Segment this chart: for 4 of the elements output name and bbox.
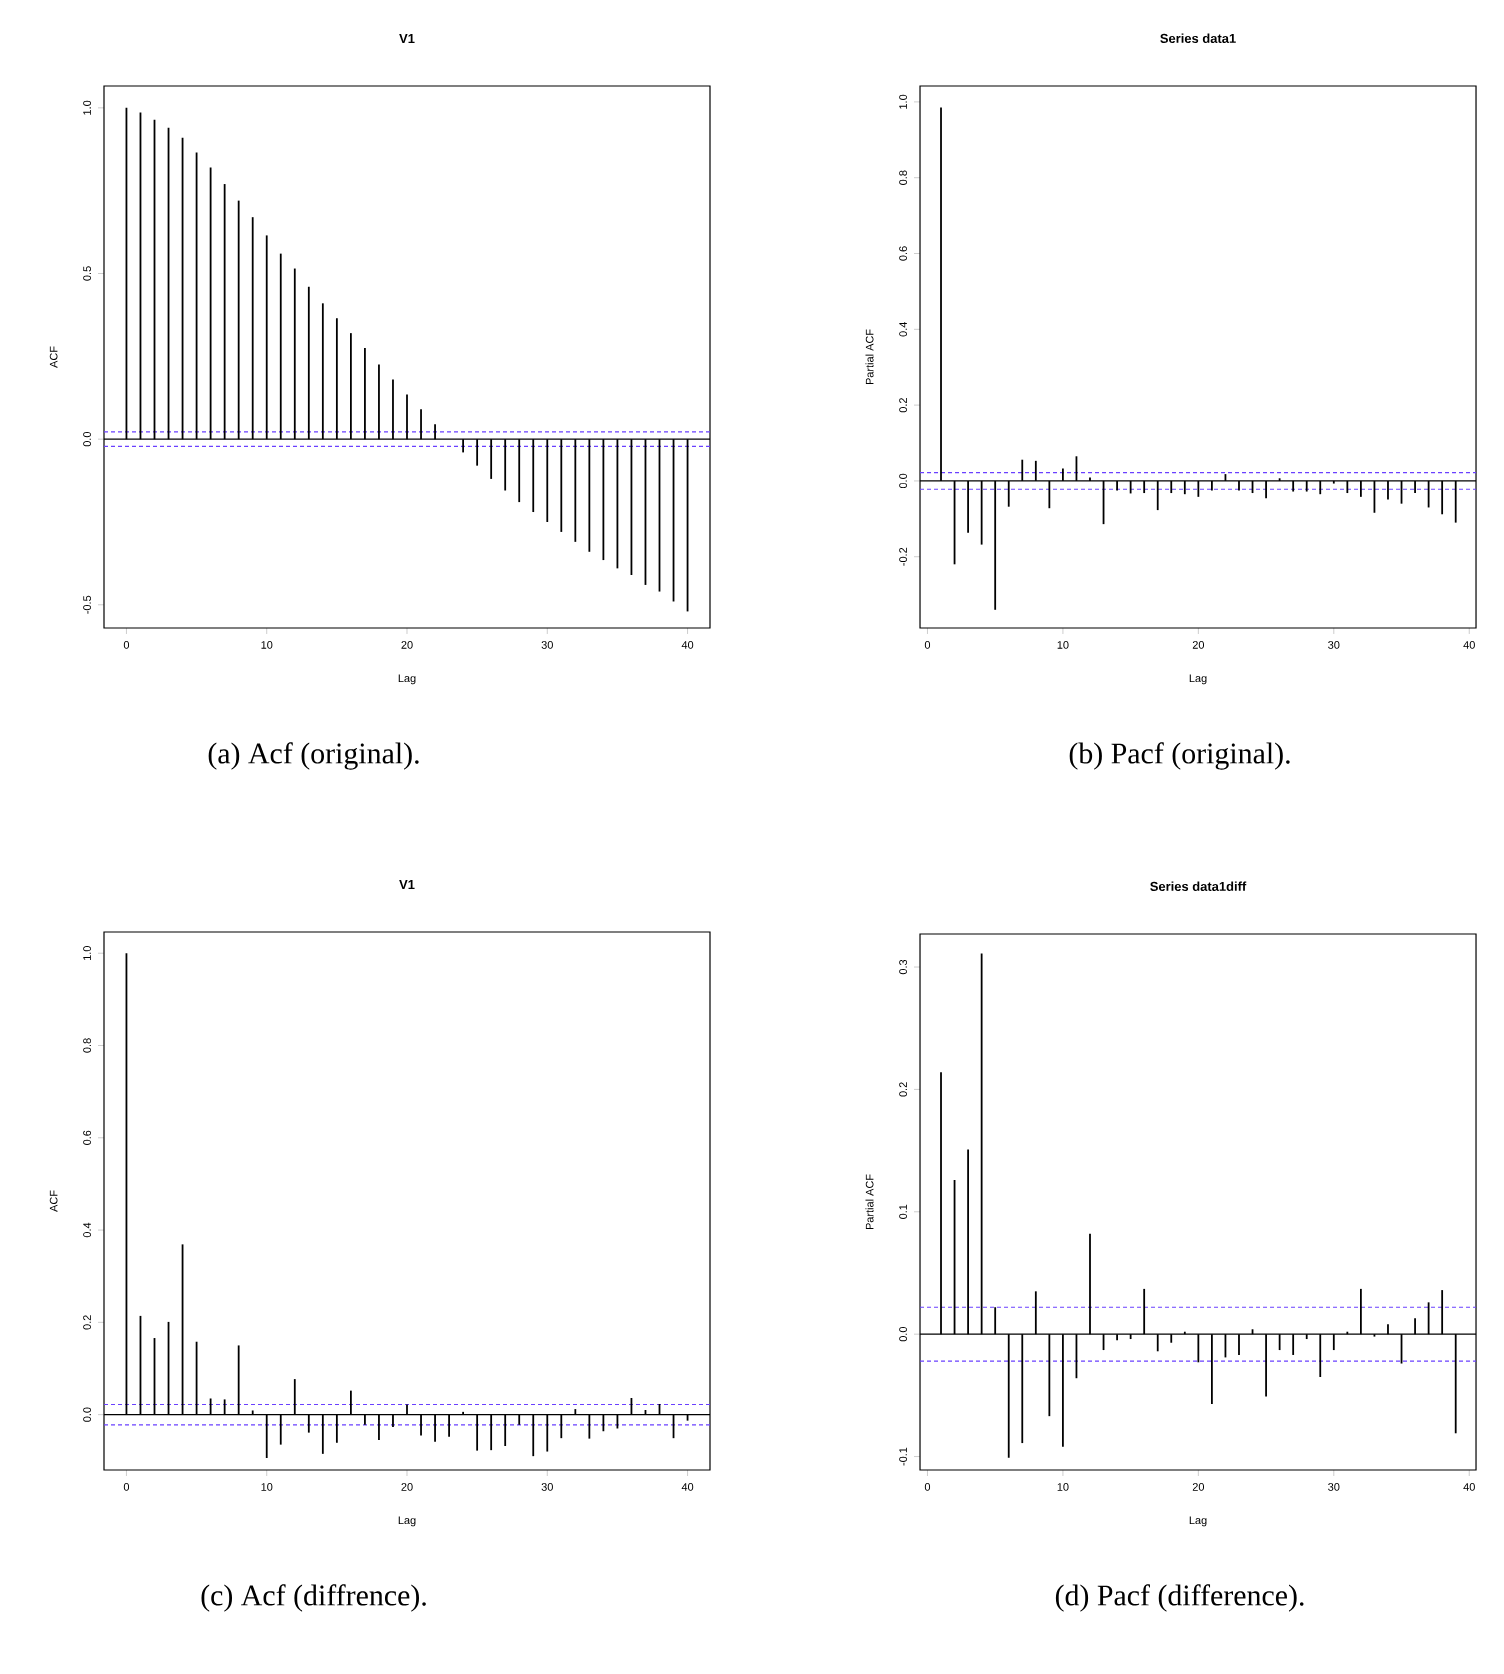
text: (a) Acf (original). [208,742,419,770]
text: (b) Pacf (original). [1069,742,1290,770]
text: (c) Acf (diffrence). [201,1584,426,1612]
text: (d) Pacf (difference). [1055,1584,1304,1612]
